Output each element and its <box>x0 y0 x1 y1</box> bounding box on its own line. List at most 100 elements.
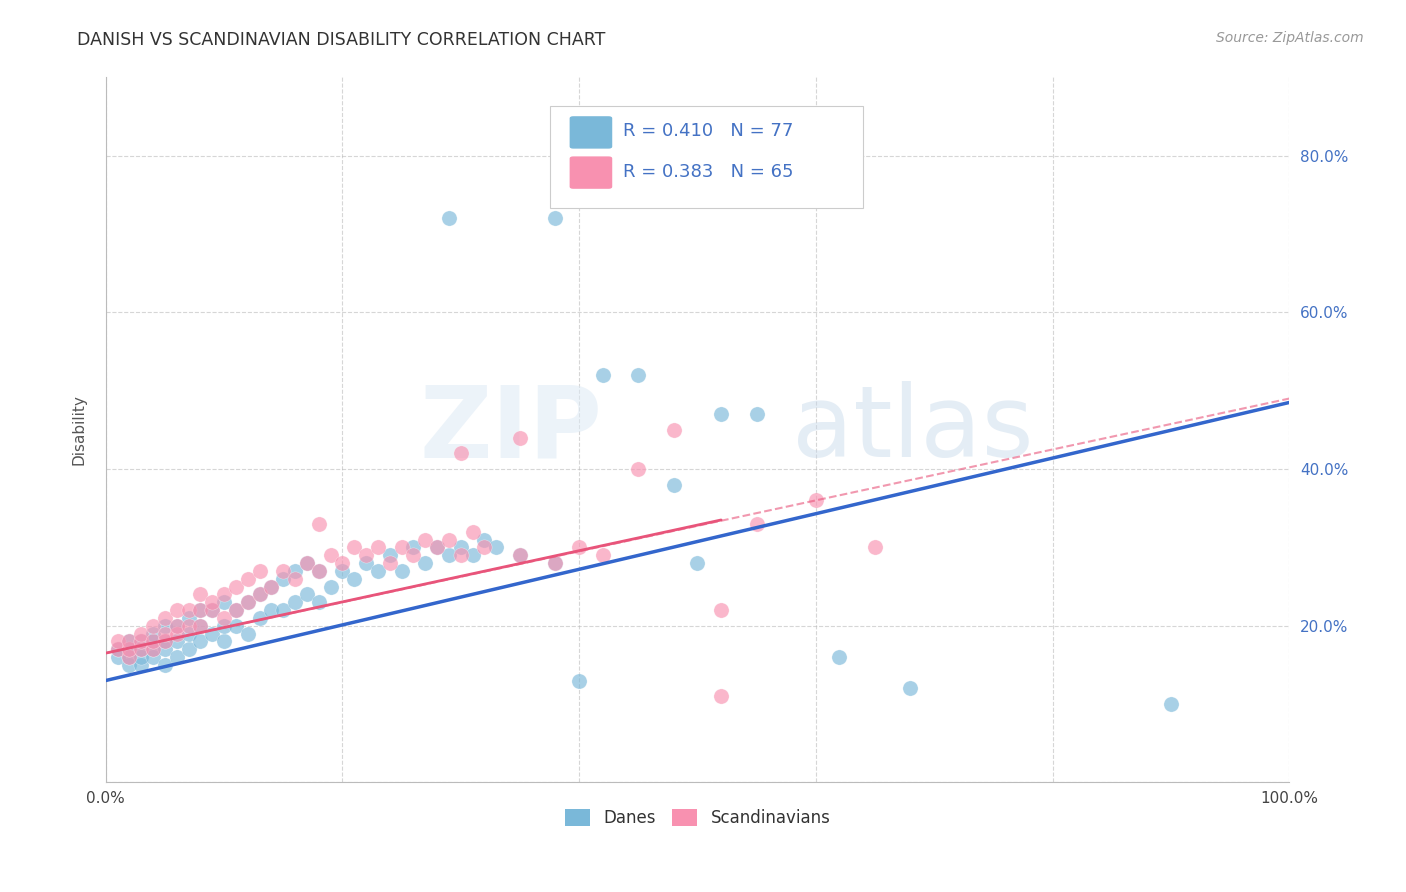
Point <box>804 493 827 508</box>
Point <box>391 541 413 555</box>
Point <box>284 564 307 578</box>
Point <box>107 650 129 665</box>
Point <box>710 689 733 703</box>
Point <box>437 211 460 226</box>
Point <box>710 407 733 421</box>
Point <box>236 595 259 609</box>
Point <box>153 634 176 648</box>
Point <box>295 587 318 601</box>
Point <box>190 618 212 632</box>
Point <box>391 564 413 578</box>
Text: atlas: atlas <box>792 382 1033 478</box>
Point <box>745 516 768 531</box>
Point <box>107 634 129 648</box>
Point <box>142 626 165 640</box>
Point <box>190 587 212 601</box>
Point <box>308 564 330 578</box>
Point <box>236 626 259 640</box>
Point <box>627 368 650 382</box>
Point <box>568 541 591 555</box>
Point <box>190 603 212 617</box>
Point <box>177 642 200 657</box>
Legend: Danes, Scandinavians: Danes, Scandinavians <box>558 803 837 834</box>
Point <box>225 580 247 594</box>
Point <box>177 618 200 632</box>
Text: DANISH VS SCANDINAVIAN DISABILITY CORRELATION CHART: DANISH VS SCANDINAVIAN DISABILITY CORREL… <box>77 31 606 49</box>
Point <box>828 650 851 665</box>
Point <box>129 626 152 640</box>
Point <box>142 634 165 648</box>
Point <box>177 611 200 625</box>
Point <box>332 564 354 578</box>
Text: R = 0.410   N = 77: R = 0.410 N = 77 <box>623 122 793 140</box>
Point <box>166 650 188 665</box>
Point <box>485 541 508 555</box>
Point <box>201 603 224 617</box>
Point <box>107 642 129 657</box>
Point <box>745 407 768 421</box>
Point <box>190 634 212 648</box>
Point <box>354 556 377 570</box>
Point <box>413 556 436 570</box>
Point <box>118 642 141 657</box>
Point <box>201 595 224 609</box>
FancyBboxPatch shape <box>550 105 863 208</box>
Point <box>568 673 591 688</box>
Point <box>142 618 165 632</box>
Point <box>308 564 330 578</box>
Point <box>627 462 650 476</box>
Point <box>260 580 283 594</box>
Point <box>686 556 709 570</box>
Point <box>509 431 531 445</box>
Point <box>212 587 235 601</box>
Text: ZIP: ZIP <box>420 382 603 478</box>
Point <box>544 556 567 570</box>
Point <box>662 423 685 437</box>
Point <box>201 626 224 640</box>
Point <box>249 587 271 601</box>
Point <box>474 541 496 555</box>
Point <box>225 618 247 632</box>
Point <box>544 556 567 570</box>
Point <box>1160 697 1182 711</box>
Point <box>225 603 247 617</box>
Point <box>367 564 389 578</box>
Point <box>166 603 188 617</box>
FancyBboxPatch shape <box>569 156 612 189</box>
Point <box>402 541 425 555</box>
Point <box>319 548 342 562</box>
Point <box>474 533 496 547</box>
Point <box>260 603 283 617</box>
Point <box>461 548 484 562</box>
Point <box>129 634 152 648</box>
Point <box>212 634 235 648</box>
Point <box>118 642 141 657</box>
Point <box>153 626 176 640</box>
Point <box>107 642 129 657</box>
Point <box>166 618 188 632</box>
Point <box>426 541 449 555</box>
Point <box>271 572 294 586</box>
Point <box>153 611 176 625</box>
Point <box>190 603 212 617</box>
Point <box>450 548 472 562</box>
Point <box>413 533 436 547</box>
Point <box>177 626 200 640</box>
Point <box>402 548 425 562</box>
Point <box>249 564 271 578</box>
Point <box>249 587 271 601</box>
Point <box>166 626 188 640</box>
Point <box>308 516 330 531</box>
Point <box>662 477 685 491</box>
Point <box>166 634 188 648</box>
Point <box>354 548 377 562</box>
Point <box>592 548 614 562</box>
Point <box>118 650 141 665</box>
Point <box>142 642 165 657</box>
Point <box>284 572 307 586</box>
Point <box>308 595 330 609</box>
Point <box>129 642 152 657</box>
Point <box>249 611 271 625</box>
FancyBboxPatch shape <box>569 116 612 149</box>
Point <box>153 642 176 657</box>
